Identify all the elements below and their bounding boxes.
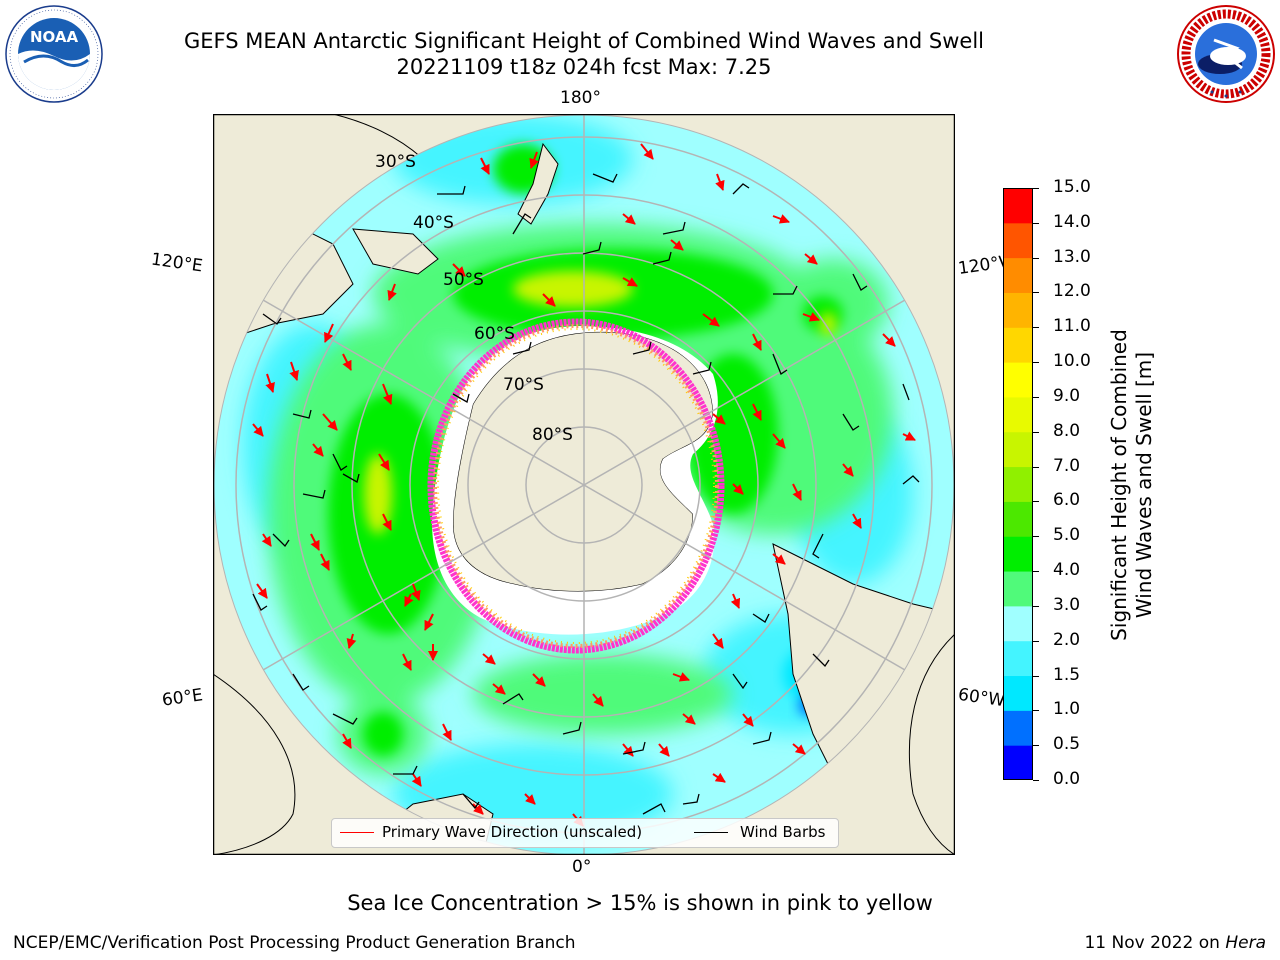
colorbar-tick-mark — [1033, 780, 1039, 781]
colorbar-segment — [1003, 188, 1033, 224]
footer-date-text: 11 Nov 2022 on — [1084, 933, 1226, 953]
colorbar-tick-label: 3.0 — [1053, 594, 1081, 615]
colorbar-segment — [1003, 362, 1033, 398]
map-legend: Primary Wave Direction (unscaled) Wind B… — [331, 818, 839, 848]
colorbar-tick-label: 1.5 — [1053, 664, 1081, 685]
colorbar-segment — [1003, 466, 1033, 502]
colorbar-segment — [1003, 710, 1033, 746]
colorbar-tick-mark — [1033, 675, 1039, 677]
colorbar-tick-mark — [1033, 396, 1039, 398]
chart-subtitle: 20221109 t18z 024h fcst Max: 7.25 — [396, 55, 772, 79]
lat-label-30s: 30°S — [375, 152, 416, 172]
colorbar-segment — [1003, 605, 1033, 642]
lon-label-60e: 60°E — [160, 685, 205, 711]
lon-label-180: 180° — [560, 88, 601, 108]
footer-machine: Hera — [1225, 933, 1266, 953]
colorbar-segment — [1003, 745, 1033, 780]
colorbar-segment — [1003, 675, 1033, 711]
colorbar-tick-mark — [1033, 362, 1039, 364]
lon-label-120e: 120°E — [149, 249, 204, 277]
colorbar-tick-label: 12.0 — [1053, 281, 1091, 302]
colorbar-tick-label: 5.0 — [1053, 525, 1081, 546]
colorbar-tick-label: 0.5 — [1053, 734, 1081, 755]
lon-label-0: 0° — [572, 857, 592, 877]
colorbar-segment — [1003, 431, 1033, 468]
colorbar-tick-mark — [1033, 501, 1039, 503]
colorbar-tick-label: 8.0 — [1053, 420, 1081, 441]
colorbar-segment — [1003, 396, 1033, 433]
colorbar-tick-mark — [1033, 257, 1039, 259]
colorbar-label: Significant Height of Combined Wind Wave… — [1107, 329, 1157, 641]
colorbar-tick-label: 9.0 — [1053, 385, 1081, 406]
colorbar-segment — [1003, 222, 1033, 259]
colorbar-tick-label: 6.0 — [1053, 490, 1081, 511]
colorbar-tick-mark — [1033, 536, 1039, 538]
colorbar-tick-mark — [1033, 745, 1039, 747]
lat-label-80s: 80°S — [532, 425, 573, 445]
colorbar-tick-mark — [1033, 640, 1039, 642]
lat-label-40s: 40°S — [413, 213, 454, 233]
colorbar-segment — [1003, 257, 1033, 293]
colorbar-segment — [1003, 640, 1033, 677]
colorbar-tick-mark — [1033, 710, 1039, 712]
wind-barbs — [252, 173, 920, 815]
svg-text:NOAA: NOAA — [30, 28, 79, 46]
colorbar-tick-mark — [1033, 605, 1039, 607]
colorbar — [1003, 188, 1033, 780]
colorbar-tick-label: 7.0 — [1053, 455, 1081, 476]
noaa-logo: NOAA — [5, 5, 103, 103]
colorbar-segment — [1003, 536, 1033, 572]
colorbar-segment — [1003, 571, 1033, 607]
colorbar-tick-mark — [1033, 327, 1039, 329]
wind-legend-line — [694, 832, 728, 833]
colorbar-tick-label: 11.0 — [1053, 316, 1091, 337]
colorbar-tick-mark — [1033, 292, 1039, 294]
wind-legend-label: Wind Barbs — [740, 823, 826, 841]
colorbar-tick-label: 13.0 — [1053, 246, 1091, 267]
colorbar-segment — [1003, 292, 1033, 328]
chart-title: GEFS MEAN Antarctic Significant Height o… — [183, 29, 985, 53]
colorbar-segment — [1003, 501, 1033, 537]
lat-label-50s: 50°S — [443, 270, 484, 290]
colorbar-tick-mark — [1033, 188, 1039, 189]
colorbar-tick-label: 15.0 — [1053, 177, 1091, 197]
colorbar-tick-label: 4.0 — [1053, 560, 1081, 581]
colorbar-tick-mark — [1033, 571, 1039, 573]
colorbar-tick-mark — [1033, 222, 1039, 224]
sea-ice-note: Sea Ice Concentration > 15% is shown in … — [347, 891, 933, 915]
colorbar-label-line2: Wind Waves and Swell [m] — [1132, 351, 1156, 619]
colorbar-tick-label: 10.0 — [1053, 351, 1091, 372]
nws-logo — [1177, 5, 1275, 103]
footer-date: 11 Nov 2022 on Hera — [1084, 933, 1266, 953]
lat-label-60s: 60°S — [474, 324, 515, 344]
colorbar-tick-mark — [1033, 431, 1039, 433]
colorbar-tick-mark — [1033, 466, 1039, 468]
colorbar-label-line1: Significant Height of Combined — [1107, 329, 1131, 641]
colorbar-tick-label: 2.0 — [1053, 629, 1081, 650]
colorbar-tick-label: 14.0 — [1053, 211, 1091, 232]
wave-legend-label: Primary Wave Direction (unscaled) — [382, 823, 643, 841]
lon-label-60w: 60°W — [956, 684, 1007, 712]
colorbar-segment — [1003, 327, 1033, 363]
colorbar-tick-label: 0.0 — [1053, 769, 1081, 789]
colorbar-tick-label: 1.0 — [1053, 699, 1081, 720]
wave-legend-line — [340, 832, 374, 833]
wave-direction-arrows — [252, 143, 916, 827]
lat-label-70s: 70°S — [503, 375, 544, 395]
footer-credit: NCEP/EMC/Verification Post Processing Pr… — [13, 933, 576, 953]
polar-map — [213, 114, 955, 855]
